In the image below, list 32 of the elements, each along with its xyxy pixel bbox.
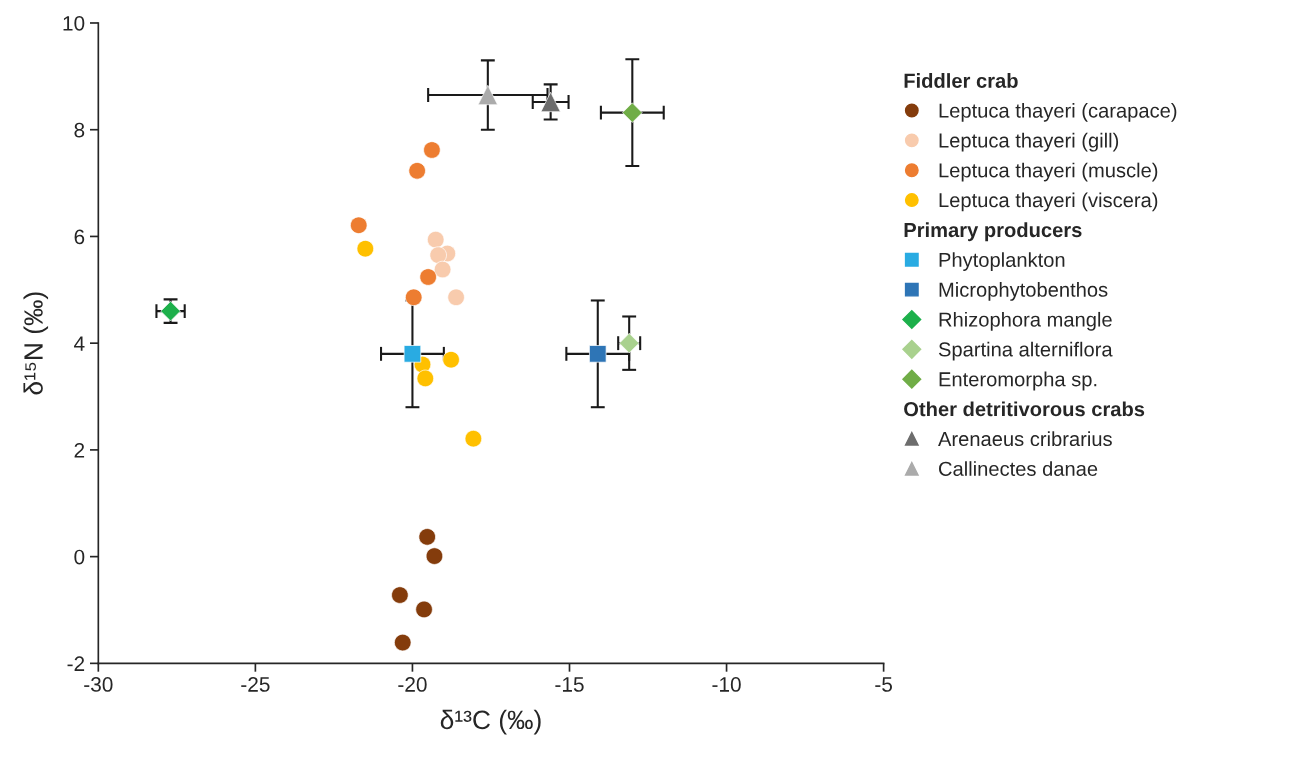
legend-label: Leptuca thayeri (gill): [939, 132, 1119, 152]
x-tick-label: -25: [241, 677, 270, 692]
x-tick-label: -30: [84, 677, 113, 692]
legend-label: Phytoplankton: [939, 252, 1065, 271]
x-tick-label: -15: [555, 677, 584, 692]
legend-label: Enteromorpha sp.: [939, 371, 1097, 391]
legend-label: Leptuca thayeri (carapace): [939, 102, 1177, 122]
x-tick-label: -5: [875, 677, 892, 692]
x-tick-label: -20: [398, 677, 427, 692]
legend-label: Leptuca thayeri (viscera): [939, 192, 1158, 212]
x-tick-label: -10: [712, 677, 741, 692]
point: [405, 288, 423, 306]
text: Other detritivorous crabs: [904, 401, 1145, 417]
y-tick-label: 8: [74, 122, 85, 138]
legend-label: Microphytobenthos: [939, 282, 1108, 301]
text: Primary producers: [904, 222, 1082, 242]
text: Fiddler crab: [904, 73, 1018, 88]
y-tick-label: -2: [67, 656, 85, 671]
x-axis-title: δ¹³C (‰): [440, 709, 541, 735]
legend-label: Rhizophora mangle: [939, 311, 1112, 331]
legend-label: Spartina alterniflora: [938, 341, 1113, 361]
legend-label: Callinectes danae: [939, 461, 1098, 476]
y-tick-label: 0: [74, 549, 85, 565]
y-axis-title: δ¹⁵N (‰): [23, 292, 49, 395]
y-tick-label: 10: [63, 15, 85, 31]
point: [425, 547, 444, 565]
legend-label: Arenaeus cribrarius: [938, 431, 1112, 447]
legend-label: Leptuca thayeri (muscle): [939, 162, 1158, 182]
y-tick-label: 2: [74, 442, 85, 458]
point: [391, 586, 409, 604]
y-tick-label: 4: [74, 336, 85, 351]
y-tick-label: 6: [74, 229, 85, 245]
